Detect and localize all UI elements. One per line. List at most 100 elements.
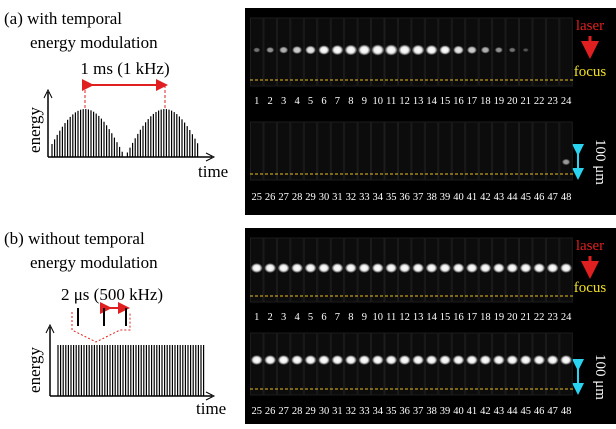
frame-number: 21 [520, 312, 531, 323]
frame-number: 34 [373, 192, 384, 203]
frame-number: 2 [268, 312, 273, 323]
plasma-spot [305, 45, 316, 55]
plasma-spot [453, 45, 464, 55]
frame [559, 121, 573, 181]
frame [492, 121, 506, 181]
panel-label: (b) without temporal [4, 229, 145, 248]
plasma-spot [250, 355, 263, 365]
plasma-spot [304, 355, 317, 365]
plasma-spot [439, 45, 451, 55]
plasma-spot [371, 44, 385, 56]
frame-number: 48 [561, 406, 572, 417]
frame [263, 121, 277, 181]
plasma-spot [317, 355, 330, 365]
zoom-pulses [77, 308, 127, 326]
frame [465, 121, 479, 181]
frame [371, 121, 385, 181]
frame-number: 22 [534, 96, 545, 107]
axis-label: time [198, 162, 228, 181]
plasma-spot [479, 263, 492, 273]
frame-number: 46 [534, 192, 545, 203]
frame-number: 6 [321, 312, 326, 323]
plasma-spot [277, 263, 290, 273]
frame-number: 33 [359, 406, 370, 417]
plasma-spot [264, 355, 277, 365]
plasma-spot [425, 263, 438, 273]
plasma-spot [494, 46, 503, 54]
scale-label: 100 μm [592, 354, 608, 400]
axis-arrow [205, 391, 216, 401]
plasma-spot [358, 355, 371, 365]
frame-number: 19 [494, 312, 505, 323]
frame-number: 35 [386, 406, 397, 417]
frame-number: 7 [335, 312, 340, 323]
plasma-spot [318, 45, 330, 55]
frame-number: 17 [467, 312, 478, 323]
axis-arrow [45, 323, 55, 334]
plasma-spot [452, 355, 465, 365]
plasma-spot [398, 263, 411, 273]
plasma-spot [371, 263, 384, 273]
frame-number: 41 [467, 192, 478, 203]
plasma-spot [331, 263, 344, 273]
frame [303, 121, 318, 181]
panel-label: energy modulation [30, 33, 158, 52]
plasma-spot [412, 355, 425, 365]
plasma-spot [291, 355, 304, 365]
plasma-spot [506, 355, 519, 365]
plasma-spot [546, 263, 559, 273]
plasma-spot [519, 263, 532, 273]
frame-number: 47 [547, 192, 558, 203]
frame [451, 121, 466, 181]
frame-number: 9 [362, 96, 367, 107]
frame-number: 20 [507, 96, 518, 107]
axis-label: time [196, 399, 226, 418]
frame-number: 16 [453, 96, 464, 107]
plasma-spot [546, 355, 559, 365]
frame-number: 26 [265, 192, 276, 203]
frame-number: 8 [348, 312, 353, 323]
pulse-train [57, 345, 205, 396]
frame-number: 11 [386, 96, 396, 107]
laser-label: laser [576, 238, 604, 254]
plasma-spot [277, 355, 290, 365]
axis-arrow [43, 88, 53, 99]
frame [290, 121, 304, 181]
frame-number: 15 [440, 96, 451, 107]
frame-number: 24 [561, 312, 572, 323]
frame-number: 3 [281, 96, 286, 107]
plasma-spot [411, 44, 425, 56]
plasma-spot [561, 158, 571, 166]
frame-number: 13 [413, 96, 424, 107]
plasma-spot [331, 44, 344, 56]
focus-label: focus [574, 280, 607, 296]
frame [559, 17, 573, 87]
frame-number: 28 [292, 406, 303, 417]
zoom-guide [71, 312, 131, 343]
frame-number: 4 [294, 312, 300, 323]
frame [317, 121, 331, 181]
plasma-spot [439, 263, 452, 273]
plasma-spot [344, 263, 357, 273]
panel-b: (b) without temporal energy modulation 2… [4, 229, 226, 418]
frame-number: 26 [265, 406, 276, 417]
scale-label: 100 μm [592, 139, 608, 185]
frame-number: 43 [494, 192, 505, 203]
plasma-spot [385, 355, 398, 365]
frame-number: 16 [453, 312, 464, 323]
frame [330, 121, 345, 181]
frame-number: 12 [399, 96, 410, 107]
panel-label: (a) with temporal [4, 9, 122, 28]
frame-number: 42 [480, 192, 491, 203]
frame-number: 30 [319, 406, 330, 417]
frame [545, 121, 560, 181]
plasma-spot [279, 46, 289, 54]
frame-number: 14 [426, 312, 437, 323]
plasma-spot [385, 263, 398, 273]
frame [276, 121, 291, 181]
plasma-spot [331, 355, 344, 365]
frame-number: 23 [547, 96, 558, 107]
plasma-spot [398, 355, 411, 365]
axis-label: energy [25, 107, 44, 153]
